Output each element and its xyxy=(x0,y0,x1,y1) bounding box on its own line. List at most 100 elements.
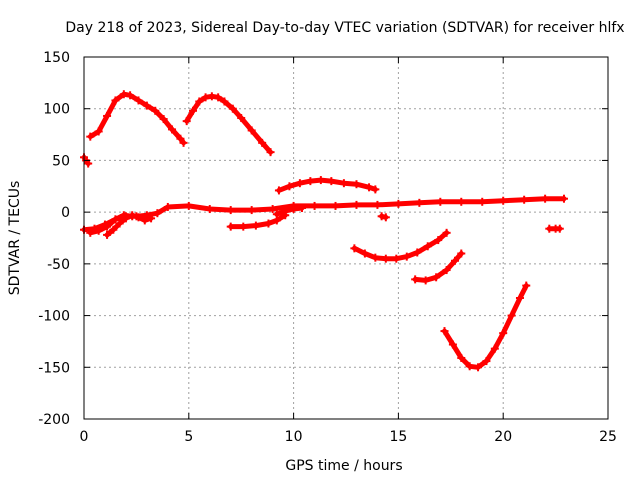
data-point xyxy=(365,183,374,192)
data-point xyxy=(119,90,128,99)
data-point xyxy=(352,180,361,189)
data-point xyxy=(371,185,380,194)
data-point xyxy=(442,228,451,237)
data-point xyxy=(413,248,422,257)
data-point xyxy=(442,266,451,275)
data-point xyxy=(239,222,248,231)
chart-title: Day 218 of 2023, Sidereal Day-to-day VTE… xyxy=(65,20,624,36)
x-tick-label: 20 xyxy=(494,429,512,445)
x-tick-label: 0 xyxy=(80,429,89,445)
axis-ticks: 0 5 10 15 20 25 -200 -150 -100 -50 0 50 100 150 xyxy=(38,50,617,445)
data-point xyxy=(474,363,483,372)
data-point xyxy=(507,311,516,320)
data-point xyxy=(201,93,210,102)
y-tick-label: -50 xyxy=(47,257,70,273)
y-tick-label: 50 xyxy=(52,153,70,169)
data-point xyxy=(142,101,151,110)
data-point xyxy=(360,249,369,258)
data-point xyxy=(159,115,168,124)
data-point xyxy=(134,96,143,105)
data-point xyxy=(434,236,443,245)
data-point xyxy=(179,138,188,147)
series-arc-13 xyxy=(442,283,529,370)
data-point xyxy=(176,134,185,143)
data-point xyxy=(559,194,568,203)
y-tick-label: -100 xyxy=(38,309,70,325)
data-point xyxy=(515,293,524,302)
series-arc-4 xyxy=(81,196,567,233)
data-point xyxy=(188,106,197,115)
y-tick-label: -150 xyxy=(38,360,70,376)
data-point xyxy=(371,253,380,262)
data-point xyxy=(247,206,256,215)
data-point xyxy=(115,219,124,228)
data-point xyxy=(147,214,156,223)
data-point xyxy=(541,194,550,203)
data-point xyxy=(274,186,283,195)
data-point xyxy=(94,226,103,235)
x-axis-label: GPS time / hours xyxy=(285,458,402,474)
y-tick-label: 150 xyxy=(43,50,70,66)
data-point xyxy=(490,344,499,353)
data-point xyxy=(168,125,177,134)
data-point xyxy=(226,222,235,231)
data-point xyxy=(128,211,137,220)
plot-frame xyxy=(83,56,609,420)
series-arc-8 xyxy=(276,177,378,193)
data-point xyxy=(94,127,103,136)
x-tick-label: 25 xyxy=(599,429,617,445)
data-point xyxy=(228,104,237,113)
data-point xyxy=(448,340,457,349)
data-point xyxy=(140,216,149,225)
data-point xyxy=(310,201,319,210)
y-tick-label: -200 xyxy=(38,412,70,428)
grid xyxy=(84,57,608,419)
data-point xyxy=(457,249,466,258)
data-point xyxy=(295,179,304,188)
data-point xyxy=(499,329,508,338)
y-tick-label: 100 xyxy=(43,102,70,118)
data-point xyxy=(134,213,143,222)
data-point xyxy=(522,281,531,290)
data-point xyxy=(381,254,390,263)
data-point xyxy=(121,214,130,223)
data-point xyxy=(411,275,420,284)
data-point xyxy=(289,205,298,214)
data-point xyxy=(415,198,424,207)
data-point xyxy=(268,205,277,214)
data-point xyxy=(423,242,432,251)
series-arc-2 xyxy=(87,91,187,146)
data-point xyxy=(151,106,160,115)
data-point xyxy=(381,213,390,222)
series-arc-9 xyxy=(274,205,305,217)
data-point xyxy=(103,111,112,120)
data-point xyxy=(153,209,162,218)
data-point xyxy=(266,148,275,157)
data-point xyxy=(111,215,120,224)
data-point xyxy=(184,201,193,210)
data-point xyxy=(220,97,229,106)
y-tick-label: 0 xyxy=(61,205,70,221)
data-point xyxy=(272,210,281,219)
data-point xyxy=(392,254,401,263)
data-point xyxy=(377,212,386,221)
data-point xyxy=(555,224,564,233)
data-point xyxy=(457,353,466,362)
data-point xyxy=(440,327,449,336)
data-point xyxy=(103,222,112,231)
data-point xyxy=(331,201,340,210)
data-point xyxy=(86,132,95,141)
data-point xyxy=(103,230,112,239)
data-point xyxy=(465,362,474,371)
data-point xyxy=(499,196,508,205)
data-point xyxy=(478,197,487,206)
data-point xyxy=(352,200,361,209)
data-point xyxy=(450,256,459,265)
data-point xyxy=(214,93,223,102)
data-point xyxy=(482,357,491,366)
data-point xyxy=(205,205,214,214)
data-point xyxy=(86,228,95,237)
data-point xyxy=(350,244,359,253)
